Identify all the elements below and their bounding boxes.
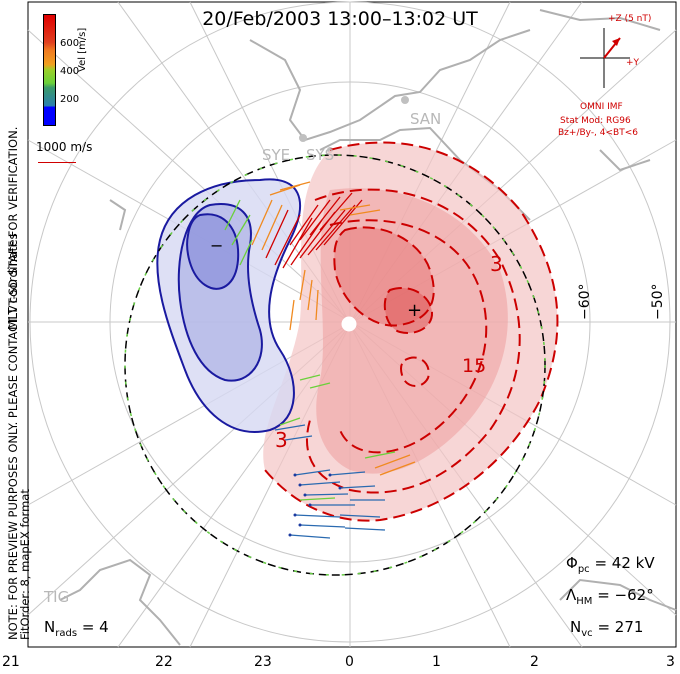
imf-y-label: +Y bbox=[626, 58, 640, 68]
max-potential-marker: + bbox=[407, 300, 423, 321]
stat-lambda-sub: HM bbox=[576, 596, 593, 607]
positive-cell-max bbox=[384, 287, 433, 334]
station-tig: TIG bbox=[44, 588, 70, 606]
negative-contours bbox=[156, 178, 301, 433]
stat-n-rads: Nrads = 4 bbox=[44, 618, 109, 639]
imf-model-line1: Stat Mod: RG96 bbox=[560, 116, 631, 126]
colorbar-tick-200: 200 bbox=[60, 94, 80, 105]
stat-phi-pc: Φpc = 42 kV bbox=[566, 554, 655, 575]
imf-panel: +Z (5 nT) +Y OMNI IMF Stat Mod: RG96 Bz+… bbox=[558, 10, 670, 140]
stat-lambda-hm: ΛHM = −62° bbox=[566, 586, 654, 607]
magnetic-pole bbox=[341, 316, 357, 332]
mlt-label-2: 2 bbox=[530, 654, 539, 670]
colorbar-tick-400: 400 bbox=[60, 66, 80, 77]
mlt-label-0: 0 bbox=[345, 654, 354, 670]
mlt-label-21: 21 bbox=[2, 654, 20, 670]
velocity-vectors-dots bbox=[288, 473, 342, 537]
lat-label-60: −60° bbox=[577, 283, 593, 320]
fitorder-note: FitOrder: 8, mapEX format bbox=[18, 489, 32, 640]
velocity-vectors-blue bbox=[274, 424, 386, 539]
stat-phi-value: = 42 kV bbox=[594, 554, 655, 572]
stat-lambda-value: = −62° bbox=[597, 586, 654, 604]
coastlines bbox=[59, 9, 677, 646]
stat-n-vc: Nvc = 271 bbox=[570, 618, 643, 639]
mlt-label-22: 22 bbox=[155, 654, 173, 670]
station-sys: SYS bbox=[306, 146, 335, 164]
imf-model-line2: Bz+/By-, 4<BT<6 bbox=[558, 128, 638, 138]
reference-vector-line bbox=[38, 162, 76, 163]
stat-nrads-sub: rads bbox=[55, 628, 78, 639]
contour-label-3-left: 3 bbox=[275, 428, 288, 452]
contour-label-15: 15 bbox=[462, 355, 487, 377]
contour-label-3-right: 3 bbox=[490, 252, 503, 276]
stat-nvc-sub: vc bbox=[581, 628, 593, 639]
reference-vector-label: 1000 m/s bbox=[36, 140, 93, 154]
negative-cell-core bbox=[187, 214, 239, 289]
velocity-colorbar bbox=[43, 14, 56, 126]
colorbar-label: Vel [m/s] bbox=[77, 27, 88, 72]
mlt-label-3: 3 bbox=[666, 654, 675, 670]
velocity-vectors-green bbox=[224, 199, 396, 501]
velocity-vectors-orange bbox=[251, 181, 416, 476]
station-sye: SYE bbox=[262, 146, 291, 164]
station-san: SAN bbox=[410, 110, 442, 128]
imf-source: OMNI IMF bbox=[580, 102, 623, 112]
imf-z-label: +Z (5 nT) bbox=[608, 14, 652, 24]
colorbar-tick-600: 600 bbox=[60, 38, 80, 49]
lat-label-50: −50° bbox=[650, 283, 666, 320]
stat-nrads-symbol: N bbox=[44, 618, 56, 636]
min-potential-marker: − bbox=[210, 236, 224, 255]
stat-phi-symbol: Φ bbox=[566, 554, 578, 572]
map-title: 20/Feb/2003 13:00–13:02 UT bbox=[202, 8, 478, 30]
mlt-label-23: 23 bbox=[254, 654, 272, 670]
mlt-label-1: 1 bbox=[432, 654, 441, 670]
stat-nvc-symbol: N bbox=[570, 618, 582, 636]
stat-phi-sub: pc bbox=[577, 564, 590, 575]
stat-lambda-symbol: Λ bbox=[566, 586, 577, 604]
imf-arrowhead bbox=[612, 38, 620, 46]
hm-boundary-green bbox=[124, 154, 546, 576]
stat-nvc-value: = 271 bbox=[597, 618, 644, 636]
stat-nrads-value: = 4 bbox=[81, 618, 109, 636]
